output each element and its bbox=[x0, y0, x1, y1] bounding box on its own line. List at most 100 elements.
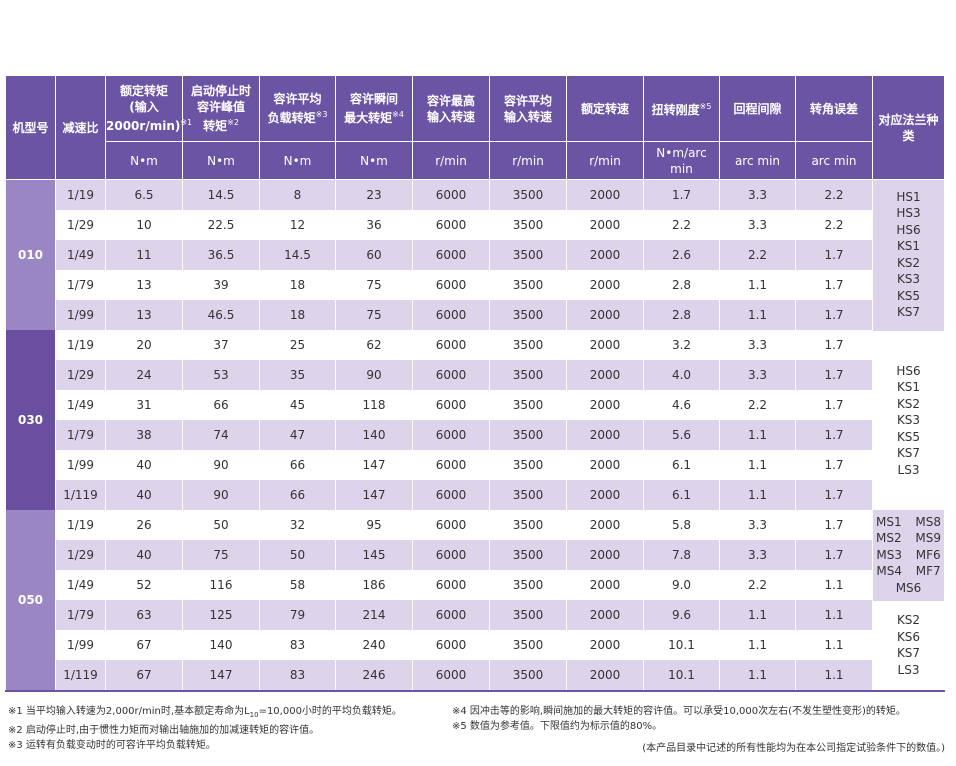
value-cell: 214 bbox=[335, 600, 413, 630]
model-cell: 010 bbox=[5, 179, 56, 330]
value-cell: 66 bbox=[259, 480, 336, 510]
flange-type: MS4 MF7 bbox=[876, 564, 941, 578]
ratio-cell: 1/29 bbox=[55, 360, 106, 390]
value-cell: 50 bbox=[182, 510, 260, 540]
value-cell: 10.1 bbox=[643, 630, 720, 660]
header-cell: 转角误差 bbox=[795, 75, 873, 142]
ratio-cell: 1/19 bbox=[55, 179, 106, 210]
value-cell: 6.1 bbox=[643, 480, 720, 510]
value-cell: 14.5 bbox=[182, 179, 260, 210]
value-cell: 3500 bbox=[489, 390, 567, 420]
flange-cell: HS1 HS3 HS6 KS1 KS2 KS3 KS5 KS7 bbox=[872, 179, 945, 330]
header-cell: 启动停止时 容许峰值 转矩※2 bbox=[182, 75, 260, 142]
flange-type: KS2 bbox=[896, 396, 921, 411]
header-line: 2000r/min)※1 bbox=[106, 115, 192, 134]
header-text: 最大转矩 bbox=[344, 111, 393, 125]
header-line: 转角误差 bbox=[796, 101, 872, 117]
value-cell: 13 bbox=[105, 300, 183, 330]
value-cell: 95 bbox=[335, 510, 413, 540]
header-text: 启动停止时 bbox=[190, 84, 251, 98]
flange-type: KS7 bbox=[896, 446, 921, 460]
value-cell: 4.0 bbox=[643, 360, 720, 390]
value-cell: 186 bbox=[335, 570, 413, 600]
value-cell: 1.7 bbox=[795, 390, 873, 420]
value-cell: 3500 bbox=[489, 420, 567, 450]
flange-cell: MS1 MS8 MS2 MS9 MS3 MF6 MS4 MF7 MS6 bbox=[872, 510, 945, 600]
value-cell: 14.5 bbox=[259, 240, 336, 270]
value-cell: 83 bbox=[259, 660, 336, 691]
table-row: 1/29 24 53 35 90 6000 3500 2000 4.0 3.3 1.7 bbox=[6, 360, 945, 390]
header-cell: 减速比 bbox=[55, 75, 106, 180]
value-cell: 6000 bbox=[412, 540, 490, 570]
value-cell: 6000 bbox=[412, 210, 490, 240]
table-row: 1/119 40 90 66 147 6000 3500 2000 6.1 1.1 1.7 bbox=[6, 480, 945, 510]
value-cell: 2.2 bbox=[719, 390, 796, 420]
value-cell: 6.5 bbox=[105, 179, 183, 210]
header-text: 扭转刚度 bbox=[651, 103, 700, 117]
value-cell: 2000 bbox=[566, 270, 644, 300]
value-cell: 1.7 bbox=[795, 300, 873, 330]
value-cell: 3500 bbox=[489, 570, 567, 600]
flange-cell: KS2 KS6 KS7 LS3 bbox=[872, 599, 945, 691]
subscript: 10 bbox=[249, 711, 259, 719]
value-cell: 1.1 bbox=[795, 630, 873, 660]
note-mark: ※1 bbox=[180, 118, 193, 127]
value-cell: 79 bbox=[259, 600, 336, 630]
value-cell: 46.5 bbox=[182, 300, 260, 330]
flange-type: KS3 bbox=[896, 272, 921, 287]
unit-cell: r/min bbox=[412, 141, 490, 180]
ratio-cell: 1/79 bbox=[55, 270, 106, 300]
header-text: (输入 bbox=[129, 100, 159, 114]
value-cell: 2000 bbox=[566, 450, 644, 480]
value-cell: 7.8 bbox=[643, 540, 720, 570]
ratio-cell: 1/49 bbox=[55, 240, 106, 270]
flange-type: KS7 bbox=[896, 646, 921, 661]
value-cell: 2.6 bbox=[643, 240, 720, 270]
value-cell: 116 bbox=[182, 570, 260, 600]
value-cell: 3500 bbox=[489, 630, 567, 660]
value-cell: 1.1 bbox=[795, 600, 873, 630]
value-cell: 40 bbox=[105, 540, 183, 570]
header-cell: 对应法兰种类 bbox=[872, 75, 945, 180]
table-row: 1/29 40 75 50 145 6000 3500 2000 7.8 3.3 1.7 bbox=[6, 540, 945, 570]
header-text: 转角误差 bbox=[809, 101, 858, 116]
value-cell: 75 bbox=[335, 270, 413, 300]
value-cell: 39 bbox=[182, 270, 260, 300]
spec-table: 机型号 减速比 额定转矩 (输入 2000r/min)※1 启动停止时 容许峰值 转矩※2… bbox=[5, 75, 945, 692]
header-text: 输入转速 bbox=[426, 109, 475, 124]
header-text: 容许瞬间 bbox=[349, 92, 398, 106]
unit-cell: r/min bbox=[566, 141, 644, 180]
value-cell: 3500 bbox=[489, 540, 567, 570]
header-line: 容许峰值 bbox=[183, 99, 259, 115]
value-cell: 6000 bbox=[412, 270, 490, 300]
value-cell: 36.5 bbox=[182, 240, 260, 270]
value-cell: 2.2 bbox=[643, 210, 720, 240]
note-mark: ※5 bbox=[699, 102, 712, 111]
value-cell: 40 bbox=[105, 480, 183, 510]
value-cell: 6000 bbox=[412, 510, 490, 540]
value-cell: 3.3 bbox=[719, 330, 796, 360]
value-cell: 1.7 bbox=[795, 510, 873, 540]
value-cell: 90 bbox=[182, 480, 260, 510]
value-cell: 22.5 bbox=[182, 210, 260, 240]
value-cell: 118 bbox=[335, 390, 413, 420]
unit-row: N•m N•m N•m N•m r/min r/min r/min N•m/arc min ar… bbox=[6, 141, 945, 180]
value-cell: 20 bbox=[105, 330, 183, 360]
value-cell: 23 bbox=[335, 179, 413, 210]
table-row: 1/99 40 90 66 147 6000 3500 2000 6.1 1.1 1.7 bbox=[6, 450, 945, 480]
value-cell: 1.1 bbox=[719, 270, 796, 300]
value-cell: 6000 bbox=[412, 630, 490, 660]
header-cell: 扭转刚度※5 bbox=[643, 75, 720, 142]
ratio-cell: 1/79 bbox=[55, 600, 106, 630]
footnote: ※4 因冲击等的影响,瞬间施加的最大转矩的容许值。可以承受10,000次左右(不… bbox=[452, 706, 906, 717]
value-cell: 140 bbox=[335, 420, 413, 450]
flange-type: HS6 bbox=[896, 222, 921, 237]
value-cell: 83 bbox=[259, 630, 336, 660]
value-cell: 9.0 bbox=[643, 570, 720, 600]
value-cell: 6000 bbox=[412, 660, 490, 691]
value-cell: 1.7 bbox=[795, 270, 873, 300]
value-cell: 75 bbox=[335, 300, 413, 330]
value-cell: 24 bbox=[105, 360, 183, 390]
header-line: 最大转矩※4 bbox=[336, 107, 412, 126]
value-cell: 90 bbox=[335, 360, 413, 390]
